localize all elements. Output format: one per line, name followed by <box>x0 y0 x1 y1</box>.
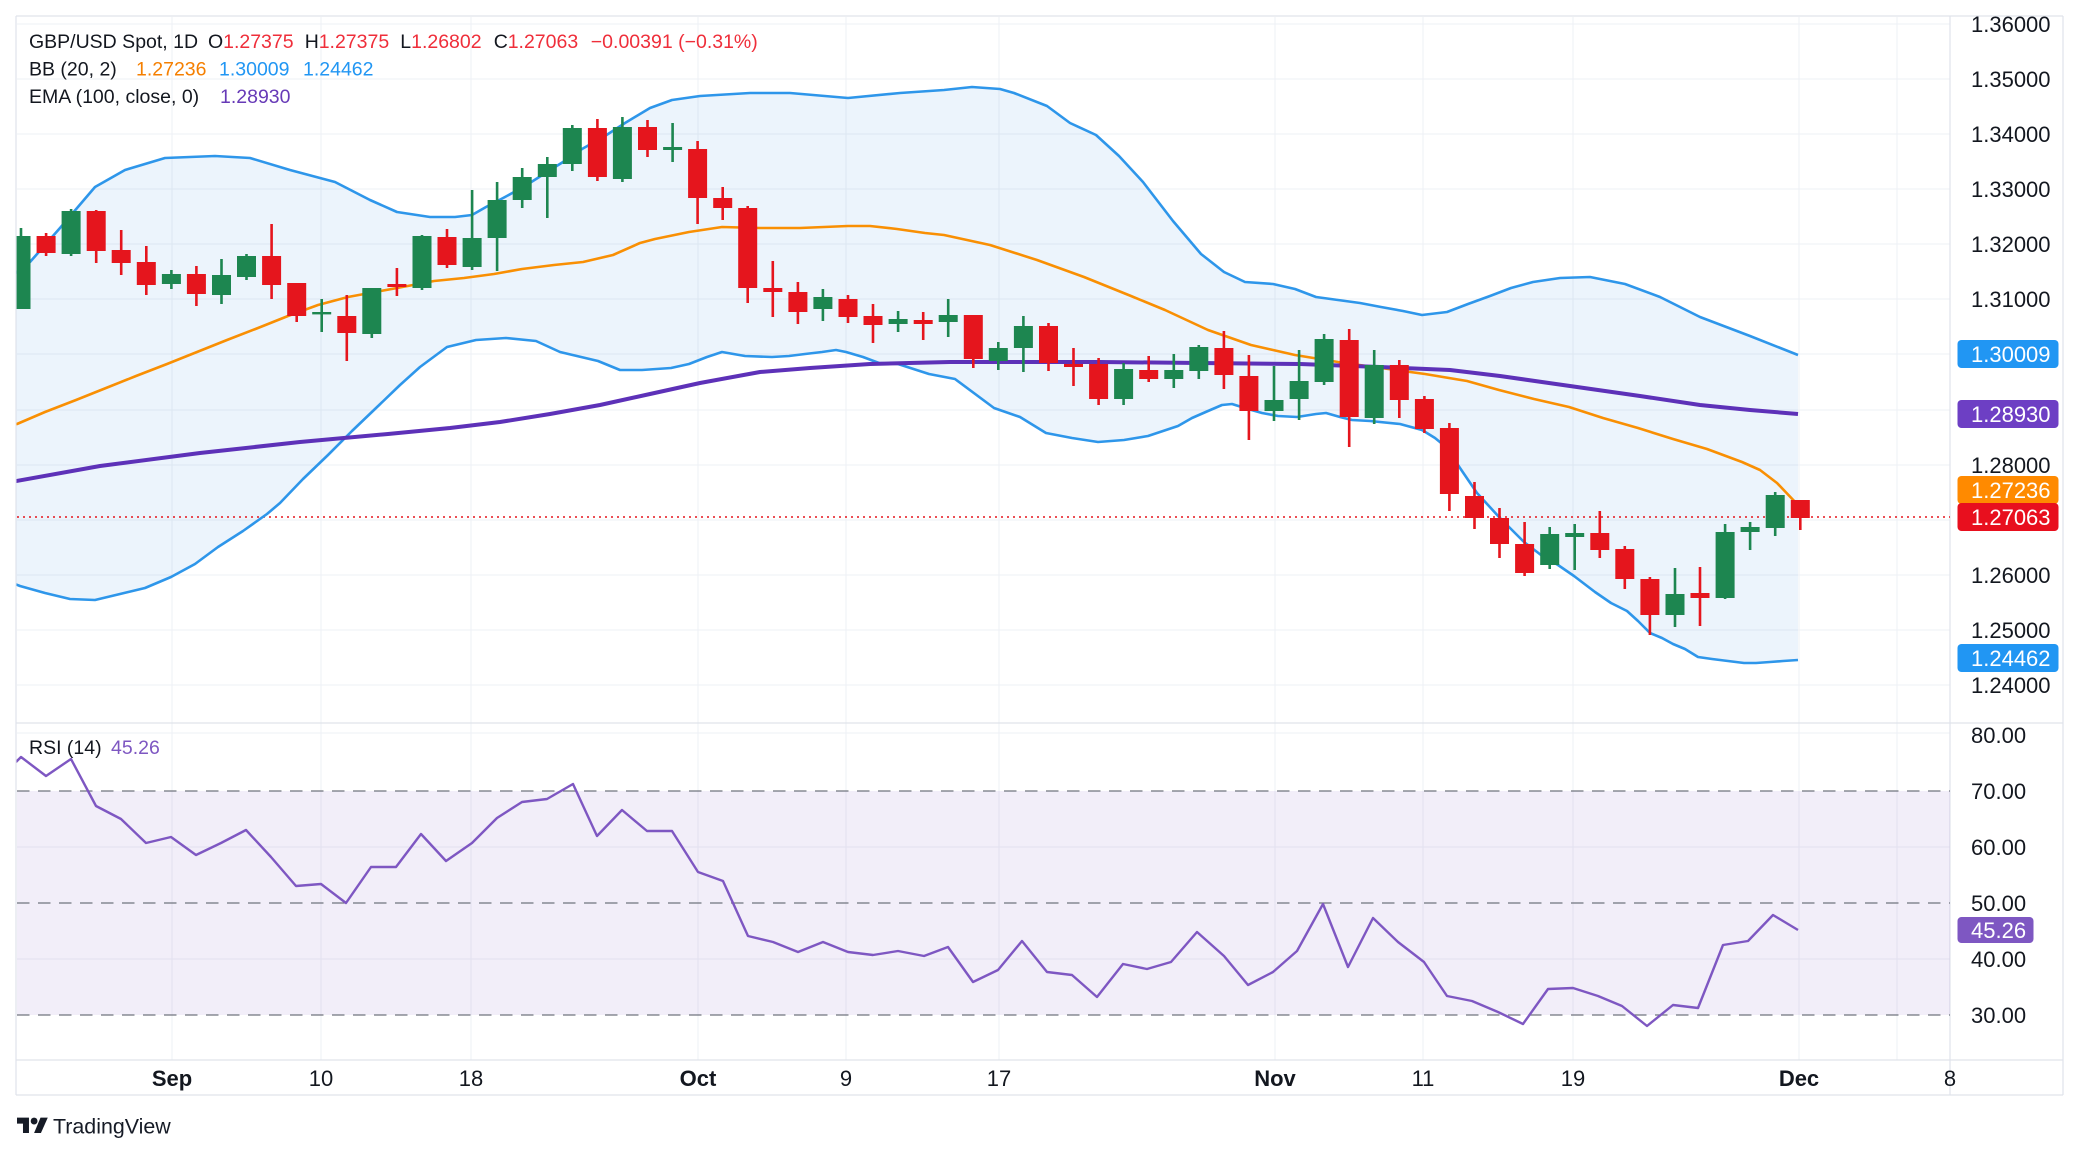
svg-text:C: C <box>494 31 508 53</box>
svg-text:45.26: 45.26 <box>111 737 160 759</box>
svg-text:30.00: 30.00 <box>1971 1003 2026 1028</box>
svg-text:RSI (14): RSI (14) <box>29 737 102 759</box>
svg-text:1.32000: 1.32000 <box>1971 232 2051 257</box>
svg-text:1.31000: 1.31000 <box>1971 287 2051 312</box>
svg-text:O: O <box>208 31 223 53</box>
svg-text:Sep: Sep <box>152 1066 192 1091</box>
svg-text:1.26000: 1.26000 <box>1971 563 2051 588</box>
svg-text:1.24462: 1.24462 <box>1971 646 2051 671</box>
svg-text:−0.00391 (−0.31%): −0.00391 (−0.31%) <box>591 31 758 53</box>
svg-text:1.36000: 1.36000 <box>1971 12 2051 37</box>
svg-text:40.00: 40.00 <box>1971 947 2026 972</box>
svg-text:11: 11 <box>1412 1066 1435 1091</box>
svg-text:8: 8 <box>1944 1066 1956 1091</box>
svg-text:17: 17 <box>987 1066 1011 1091</box>
svg-text:9: 9 <box>840 1066 852 1091</box>
svg-text:L: L <box>400 31 411 53</box>
svg-text:1.24000: 1.24000 <box>1971 673 2051 698</box>
svg-text:60.00: 60.00 <box>1971 835 2026 860</box>
svg-text:1.35000: 1.35000 <box>1971 67 2051 92</box>
svg-text:1.27063: 1.27063 <box>1971 505 2051 530</box>
svg-text:50.00: 50.00 <box>1971 891 2026 916</box>
svg-text:80.00: 80.00 <box>1971 723 2026 748</box>
svg-text:1.28930: 1.28930 <box>1971 402 2051 427</box>
svg-text:1.27236: 1.27236 <box>1971 478 2051 503</box>
svg-text:1.26802: 1.26802 <box>411 31 482 53</box>
svg-text:TradingView: TradingView <box>53 1115 171 1139</box>
svg-text:18: 18 <box>459 1066 483 1091</box>
svg-text:1.30009: 1.30009 <box>1971 342 2051 367</box>
svg-text:1.27375: 1.27375 <box>223 31 294 53</box>
svg-text:1.25000: 1.25000 <box>1971 618 2051 643</box>
svg-text:1.27063: 1.27063 <box>508 31 579 53</box>
svg-text:GBP/USD Spot, 1D: GBP/USD Spot, 1D <box>29 31 198 53</box>
svg-text:EMA (100, close, 0): EMA (100, close, 0) <box>29 86 199 108</box>
svg-text:BB (20, 2): BB (20, 2) <box>29 59 117 81</box>
svg-text:10: 10 <box>309 1066 333 1091</box>
svg-text:1.27236: 1.27236 <box>136 59 207 81</box>
svg-text:1.28000: 1.28000 <box>1971 453 2051 478</box>
svg-text:1.24462: 1.24462 <box>303 59 374 81</box>
svg-text:Oct: Oct <box>680 1066 717 1091</box>
svg-text:1.33000: 1.33000 <box>1971 177 2051 202</box>
svg-text:1.28930: 1.28930 <box>220 86 291 108</box>
svg-text:Dec: Dec <box>1779 1066 1819 1091</box>
svg-text:Nov: Nov <box>1254 1066 1296 1091</box>
svg-text:19: 19 <box>1561 1066 1585 1091</box>
svg-text:1.27375: 1.27375 <box>319 31 390 53</box>
svg-text:1.30009: 1.30009 <box>219 59 290 81</box>
svg-text:H: H <box>305 31 319 53</box>
svg-text:45.26: 45.26 <box>1971 918 2026 943</box>
svg-text:1.34000: 1.34000 <box>1971 122 2051 147</box>
svg-text:70.00: 70.00 <box>1971 779 2026 804</box>
